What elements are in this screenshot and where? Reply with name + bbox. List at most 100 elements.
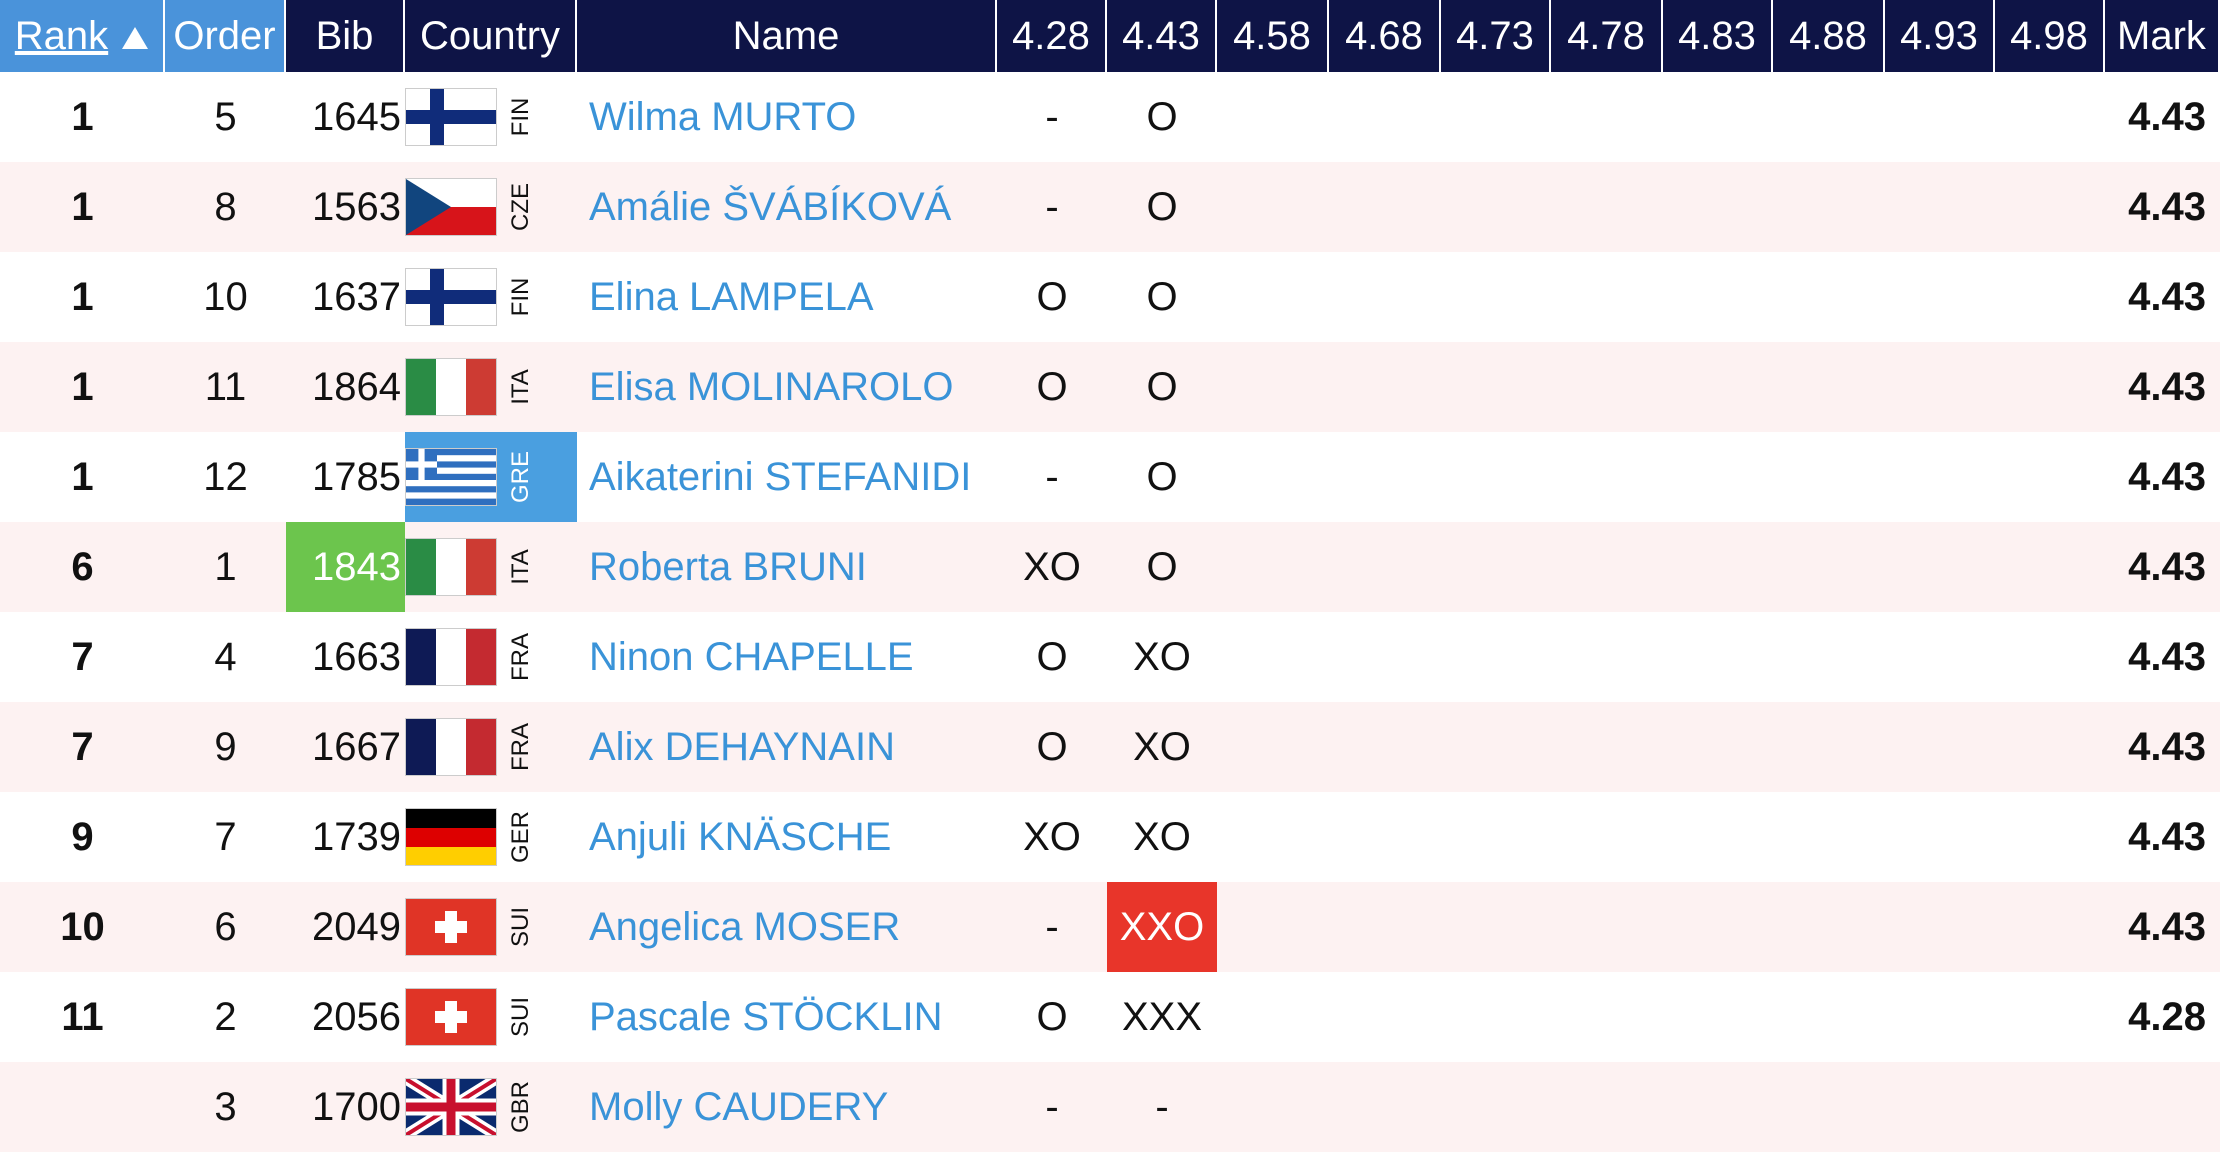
- column-header[interactable]: 4.73: [1441, 0, 1551, 72]
- attempt: [1441, 612, 1551, 702]
- attempt: [1551, 342, 1663, 432]
- order: 9: [165, 702, 286, 792]
- attempt: [1663, 972, 1773, 1062]
- bib: 1667: [286, 702, 405, 792]
- attempt: [1217, 972, 1329, 1062]
- attempt: [1995, 252, 2105, 342]
- column-header[interactable]: Bib: [286, 0, 405, 72]
- column-header[interactable]: 4.98: [1995, 0, 2105, 72]
- attempt: O: [1107, 162, 1217, 252]
- column-header[interactable]: 4.93: [1885, 0, 1995, 72]
- attempt: -: [1045, 454, 1059, 499]
- country-code: SUI: [507, 997, 534, 1038]
- flag: [405, 538, 497, 596]
- column-header[interactable]: 4.43: [1107, 0, 1217, 72]
- attempt: [1551, 162, 1663, 252]
- attempt: [1217, 1062, 1329, 1152]
- flag: [405, 448, 497, 506]
- athlete-name[interactable]: Pascale STÖCKLIN: [589, 994, 943, 1039]
- attempt: [1995, 72, 2105, 162]
- mark: 4.43: [2128, 274, 2206, 319]
- column-header[interactable]: 4.58: [1217, 0, 1329, 72]
- attempt: [1995, 612, 2105, 702]
- attempt: [1773, 522, 1885, 612]
- attempt: -: [1107, 1062, 1217, 1152]
- mark: 4.43: [2105, 522, 2220, 612]
- attempt: [1773, 342, 1885, 432]
- mark: 4.43: [2105, 342, 2220, 432]
- column-header[interactable]: 4.88: [1773, 0, 1885, 72]
- attempt: [1329, 252, 1441, 342]
- attempt: [1329, 612, 1441, 702]
- attempt: [1441, 342, 1551, 432]
- athlete-name[interactable]: Aikaterini STEFANIDI: [589, 454, 972, 499]
- attempt: [1551, 522, 1663, 612]
- athlete-name[interactable]: Anjuli KNÄSCHE: [589, 814, 892, 859]
- attempt: [1773, 882, 1885, 972]
- attempt: [1441, 522, 1551, 612]
- attempt: [1551, 702, 1663, 792]
- order: 11: [165, 342, 286, 432]
- bib: 2049: [286, 882, 405, 972]
- athlete-name[interactable]: Molly CAUDERY: [577, 1062, 997, 1152]
- rank: 11: [61, 994, 104, 1039]
- attempt: [1663, 702, 1773, 792]
- column-header[interactable]: 4.68: [1329, 0, 1441, 72]
- bib: 1645: [312, 94, 401, 139]
- attempt: [1773, 1062, 1885, 1152]
- column-header[interactable]: Rank: [0, 0, 165, 72]
- athlete-name[interactable]: Roberta BRUNI: [577, 522, 997, 612]
- column-header[interactable]: Mark: [2105, 0, 2220, 72]
- flag: [405, 718, 497, 776]
- country-code: FIN: [507, 277, 534, 317]
- column-header[interactable]: Country: [405, 0, 577, 72]
- attempt: [1329, 1062, 1441, 1152]
- attempt: [1885, 342, 1995, 432]
- attempt: [1885, 252, 1995, 342]
- rank: 1: [71, 274, 94, 319]
- country: ITA: [405, 342, 577, 432]
- attempt: O: [1036, 994, 1068, 1039]
- attempt: [1885, 972, 1995, 1062]
- athlete-name[interactable]: Wilma MURTO: [589, 94, 857, 139]
- attempt: [1551, 612, 1663, 702]
- athlete-name[interactable]: Ninon CHAPELLE: [589, 634, 914, 679]
- column-header[interactable]: 4.78: [1551, 0, 1663, 72]
- bib: 2056: [312, 994, 401, 1039]
- attempt: [1663, 522, 1773, 612]
- rank: 1: [71, 94, 94, 139]
- athlete-name[interactable]: Elisa MOLINAROLO: [577, 342, 997, 432]
- athlete-name[interactable]: Angelica MOSER: [577, 882, 997, 972]
- rank: 10: [0, 882, 165, 972]
- attempt: [1885, 72, 1995, 162]
- column-header[interactable]: 4.28: [997, 0, 1107, 72]
- mark: 4.43: [2128, 634, 2206, 679]
- flag: [405, 988, 497, 1046]
- flag: [405, 358, 497, 416]
- attempt: [1663, 882, 1773, 972]
- country-code: ITA: [507, 369, 534, 405]
- attempt: [1663, 612, 1773, 702]
- attempt: [1441, 702, 1551, 792]
- athlete-name[interactable]: Alix DEHAYNAIN: [577, 702, 997, 792]
- column-header[interactable]: Order: [165, 0, 286, 72]
- attempt: [1329, 432, 1441, 522]
- column-header[interactable]: 4.83: [1663, 0, 1773, 72]
- attempt: [1441, 162, 1551, 252]
- attempt: [1995, 432, 2105, 522]
- country: GRE: [405, 432, 577, 522]
- mark: 4.43: [2105, 882, 2220, 972]
- rank: [0, 1062, 165, 1152]
- column-header[interactable]: Name: [577, 0, 997, 72]
- mark: 4.43: [2105, 162, 2220, 252]
- attempt: [1329, 342, 1441, 432]
- attempt: O: [1146, 94, 1178, 139]
- athlete-name[interactable]: Amálie ŠVÁBÍKOVÁ: [577, 162, 997, 252]
- attempt: O: [1146, 454, 1178, 499]
- bib: 1663: [312, 634, 401, 679]
- flag: [405, 268, 497, 326]
- attempt: [1551, 1062, 1663, 1152]
- athlete-name[interactable]: Elina LAMPELA: [589, 274, 874, 319]
- attempt: [1217, 72, 1329, 162]
